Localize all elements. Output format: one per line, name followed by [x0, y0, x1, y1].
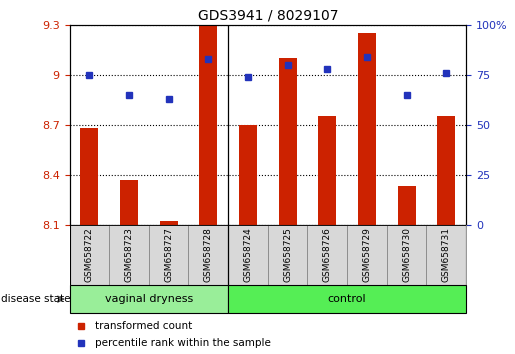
Bar	[109, 225, 149, 285]
Text: GSM658722: GSM658722	[85, 227, 94, 282]
Bar	[188, 225, 228, 285]
Bar	[398, 187, 416, 225]
Bar	[268, 225, 307, 285]
Text: GSM658730: GSM658730	[402, 227, 411, 282]
Text: GSM658726: GSM658726	[323, 227, 332, 282]
Text: GSM658723: GSM658723	[125, 227, 133, 282]
Bar	[426, 225, 466, 285]
Bar	[347, 225, 387, 285]
Text: GSM658727: GSM658727	[164, 227, 173, 282]
Bar	[307, 225, 347, 285]
Text: GSM658724: GSM658724	[244, 227, 252, 282]
Bar	[318, 116, 336, 225]
Bar	[279, 58, 297, 225]
Text: GSM658725: GSM658725	[283, 227, 292, 282]
Text: transformed count: transformed count	[95, 321, 193, 331]
Title: GDS3941 / 8029107: GDS3941 / 8029107	[198, 8, 338, 22]
Bar	[149, 225, 188, 285]
Bar	[228, 285, 466, 313]
Text: GSM658731: GSM658731	[442, 227, 451, 282]
Bar	[239, 125, 257, 225]
Bar	[160, 222, 178, 225]
Text: disease state: disease state	[1, 294, 70, 304]
Text: percentile rank within the sample: percentile rank within the sample	[95, 338, 271, 348]
Bar	[199, 27, 217, 225]
Text: GSM658728: GSM658728	[204, 227, 213, 282]
Bar	[437, 116, 455, 225]
Bar	[358, 33, 376, 225]
Text: GSM658729: GSM658729	[363, 227, 371, 282]
Bar	[80, 128, 98, 225]
Bar	[70, 285, 228, 313]
Bar	[228, 225, 268, 285]
Bar	[70, 225, 109, 285]
Text: control: control	[328, 294, 367, 304]
Text: vaginal dryness: vaginal dryness	[105, 294, 193, 304]
Bar	[120, 180, 138, 225]
Bar	[387, 225, 426, 285]
